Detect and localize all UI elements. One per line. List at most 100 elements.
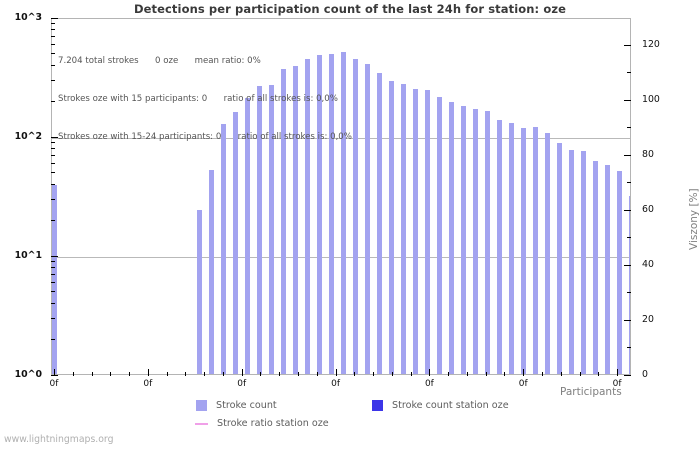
bar (497, 120, 502, 374)
x-tick-minor (72, 372, 74, 376)
y2-tick-major (624, 154, 631, 156)
bar (425, 90, 430, 374)
bar (521, 128, 526, 374)
y-tick-minor (51, 172, 55, 174)
bar (221, 124, 226, 374)
y2-axis-title: Viszony [%] (688, 188, 700, 250)
bar (437, 97, 442, 374)
x-tick-minor (110, 372, 112, 376)
y2-tick-minor (627, 292, 631, 294)
y-tick-minor (51, 53, 55, 55)
y2-tick-label: 120 (642, 39, 660, 51)
y-tick-minor (51, 273, 55, 275)
x-axis-title: Participants (560, 386, 622, 398)
y-tick-minor (51, 154, 55, 156)
x-tick-minor (298, 372, 299, 376)
y-tick-minor (51, 198, 55, 200)
bar (52, 185, 57, 374)
legend-item-stroke-count-station[interactable]: Stroke count station oze (372, 400, 509, 411)
bar (305, 59, 310, 374)
bar (485, 111, 490, 374)
bar (545, 133, 550, 374)
x-tick-minor (91, 372, 93, 376)
y2-tick-label: 40 (642, 259, 654, 271)
y-tick-minor (51, 219, 55, 221)
y2-tick-minor (627, 127, 631, 129)
x-tick-minor (354, 372, 356, 376)
annotation-block: 7.204 total strokes 0 oze mean ratio: 0%… (58, 30, 352, 169)
y2-tick-major (624, 209, 631, 211)
y-tick-major (51, 17, 58, 19)
bar (353, 59, 358, 374)
legend-label-stroke-count: Stroke count (216, 400, 277, 411)
watermark: www.lightningmaps.org (4, 434, 114, 445)
x-tick-major (241, 369, 243, 376)
y-tick-label: 10^3 (14, 12, 42, 23)
x-tick-minor (410, 372, 412, 376)
bar (401, 84, 406, 374)
y-tick-minor (51, 281, 55, 283)
y2-tick-major (624, 99, 631, 101)
bar (617, 171, 622, 374)
y-tick-minor (51, 317, 55, 319)
x-tick-minor (185, 372, 187, 376)
y-tick-minor (51, 162, 55, 164)
bar (449, 102, 454, 374)
x-tick-label: 0f (612, 379, 622, 389)
x-tick-minor (204, 372, 206, 376)
bar (377, 73, 382, 374)
y-tick-minor (51, 141, 55, 143)
bar (389, 81, 394, 374)
x-tick-minor (466, 372, 468, 376)
bar (233, 112, 238, 374)
y-tick-minor (51, 22, 55, 24)
legend-label-stroke-count-station: Stroke count station oze (392, 400, 509, 411)
annotation-line-3: Strokes oze with 15-24 participants: 0 r… (58, 131, 352, 142)
y-tick-label: 10^1 (14, 250, 42, 261)
plot-area (51, 18, 631, 375)
bar (245, 98, 250, 374)
y2-tick-major (624, 264, 631, 266)
chart-title: Detections per participation count of th… (133, 2, 567, 16)
x-tick-label: 0f (49, 379, 59, 389)
x-tick-major (429, 369, 431, 376)
legend-item-stroke-ratio-station[interactable]: Stroke ratio station oze (195, 418, 329, 429)
x-tick-label: 0f (237, 379, 247, 389)
legend-label-stroke-ratio-station: Stroke ratio station oze (217, 418, 329, 429)
bar (533, 127, 538, 374)
y-tick-minor (51, 148, 55, 150)
bar (281, 69, 286, 374)
legend-item-stroke-count[interactable]: Stroke count (196, 400, 277, 411)
x-tick-minor (166, 372, 168, 376)
y2-tick-minor (627, 72, 631, 74)
y2-tick-label: 0 (642, 369, 648, 380)
legend-swatch-stroke-count (196, 400, 207, 411)
y-tick-minor (51, 291, 55, 293)
bar (629, 196, 630, 374)
y2-tick-minor (627, 237, 631, 239)
x-tick-major (54, 369, 55, 376)
bar (209, 170, 214, 374)
y-tick-minor (51, 29, 55, 31)
legend-swatch-stroke-count-station (372, 400, 383, 411)
y2-tick-major (624, 319, 631, 321)
x-tick-minor (542, 372, 544, 376)
y-tick-label: 10^0 (14, 369, 42, 380)
x-tick-minor (222, 372, 224, 376)
y-tick-major (51, 255, 58, 257)
y-tick-minor (51, 260, 55, 262)
x-tick-label: 0f (331, 379, 340, 389)
y2-tick-minor (627, 182, 631, 184)
bar (341, 52, 346, 374)
y2-tick-major (624, 374, 631, 376)
y-tick-minor (51, 302, 55, 304)
x-tick-minor (129, 372, 131, 376)
y-tick-minor (51, 79, 55, 81)
bar (509, 123, 514, 374)
y2-tick-major (624, 44, 631, 46)
bar (473, 109, 478, 374)
x-tick-label: 0f (424, 379, 434, 389)
annotation-line-2: Strokes oze with 15 participants: 0 rati… (58, 93, 338, 104)
x-tick-minor (579, 372, 581, 376)
